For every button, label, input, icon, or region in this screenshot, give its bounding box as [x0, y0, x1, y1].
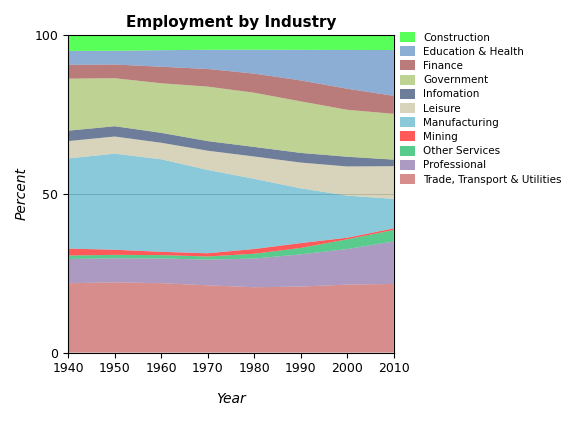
Title: Employment by Industry: Employment by Industry	[125, 15, 336, 30]
X-axis label: Year: Year	[216, 392, 246, 406]
Y-axis label: Percent: Percent	[15, 168, 29, 221]
Legend: Construction, Education & Health, Finance, Government, Infomation, Leisure, Manu: Construction, Education & Health, Financ…	[397, 29, 565, 188]
